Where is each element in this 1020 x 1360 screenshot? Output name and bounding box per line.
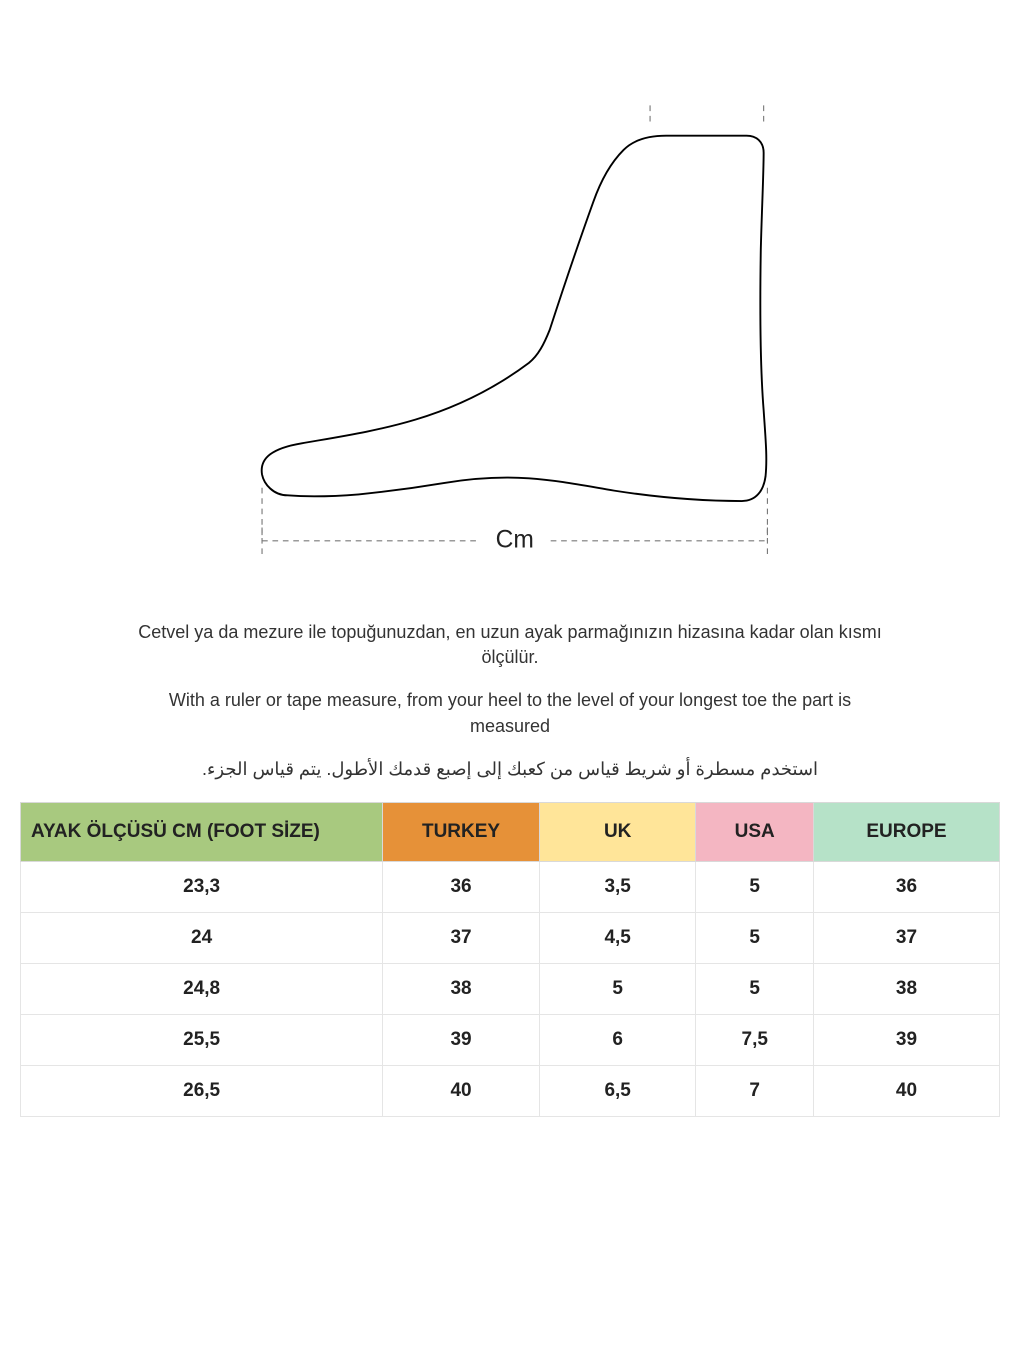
size-table-cell: 38: [383, 963, 540, 1014]
size-table-cell: 39: [813, 1014, 999, 1065]
size-table-header-cell: UK: [539, 802, 696, 861]
size-table-row: 24,8385538: [21, 963, 1000, 1014]
size-table-cell: 6: [539, 1014, 696, 1065]
size-table-cell: 37: [813, 912, 999, 963]
size-table-cell: 26,5: [21, 1065, 383, 1116]
size-table-cell: 24: [21, 912, 383, 963]
size-table-cell: 39: [383, 1014, 540, 1065]
foot-outline-icon: [262, 136, 767, 501]
size-table-cell: 3,5: [539, 861, 696, 912]
size-table-cell: 5: [696, 912, 813, 963]
size-table-cell: 5: [696, 861, 813, 912]
size-table-header-cell: EUROPE: [813, 802, 999, 861]
instruction-arabic: استخدم مسطرة أو شريط قياس من كعبك إلى إص…: [130, 757, 890, 782]
size-table-cell: 5: [539, 963, 696, 1014]
size-table-row: 25,53967,539: [21, 1014, 1000, 1065]
size-table-cell: 36: [813, 861, 999, 912]
size-table-header-row: AYAK ÖLÇÜSÜ CM (FOOT SİZE)TURKEYUKUSAEUR…: [21, 802, 1000, 861]
size-table-body: 23,3363,553624374,553724,838553825,53967…: [21, 861, 1000, 1116]
size-table: AYAK ÖLÇÜSÜ CM (FOOT SİZE)TURKEYUKUSAEUR…: [20, 802, 1000, 1117]
size-table-cell: 7: [696, 1065, 813, 1116]
cm-label: Cm: [496, 526, 534, 553]
instruction-turkish: Cetvel ya da mezure ile topuğunuzdan, en…: [130, 620, 890, 670]
size-table-cell: 25,5: [21, 1014, 383, 1065]
size-table-cell: 5: [696, 963, 813, 1014]
size-table-row: 24374,5537: [21, 912, 1000, 963]
size-table-header-cell: AYAK ÖLÇÜSÜ CM (FOOT SİZE): [21, 802, 383, 861]
size-table-cell: 36: [383, 861, 540, 912]
size-table-header-cell: TURKEY: [383, 802, 540, 861]
size-table-header-cell: USA: [696, 802, 813, 861]
instruction-english: With a ruler or tape measure, from your …: [130, 688, 890, 738]
size-table-cell: 38: [813, 963, 999, 1014]
page-container: Cm Cetvel ya da mezure ile topuğunuzdan,…: [0, 0, 1020, 1137]
size-table-cell: 7,5: [696, 1014, 813, 1065]
size-table-cell: 40: [383, 1065, 540, 1116]
foot-diagram: Cm: [130, 60, 890, 590]
size-table-cell: 4,5: [539, 912, 696, 963]
size-table-row: 23,3363,5536: [21, 861, 1000, 912]
size-table-row: 26,5406,5740: [21, 1065, 1000, 1116]
size-table-cell: 40: [813, 1065, 999, 1116]
size-table-cell: 24,8: [21, 963, 383, 1014]
size-table-cell: 37: [383, 912, 540, 963]
size-table-cell: 23,3: [21, 861, 383, 912]
size-table-cell: 6,5: [539, 1065, 696, 1116]
instructions-block: Cetvel ya da mezure ile topuğunuzdan, en…: [130, 620, 890, 782]
